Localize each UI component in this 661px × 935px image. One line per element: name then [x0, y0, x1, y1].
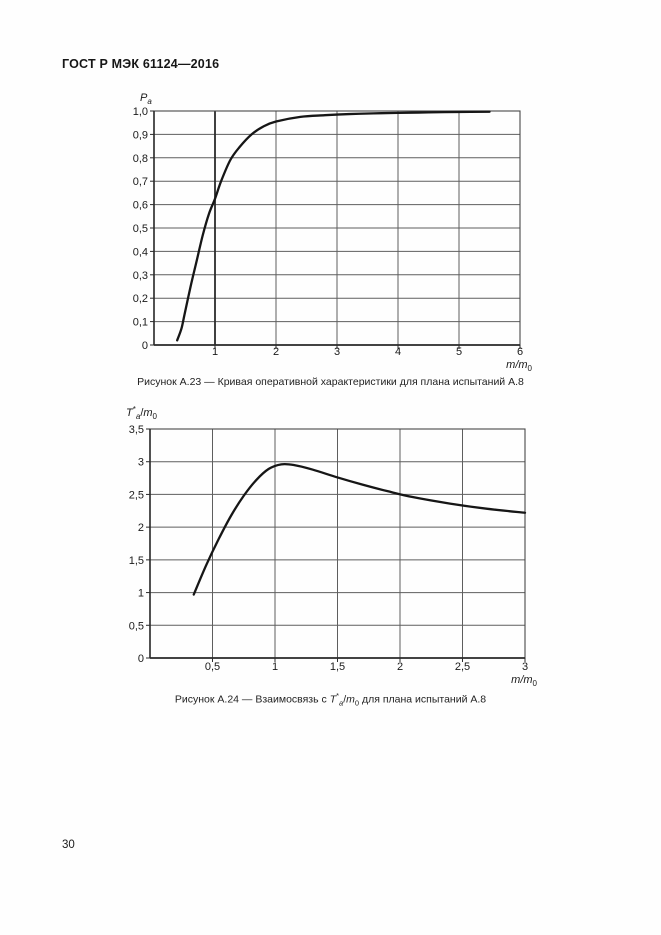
y-tick-label: 0,3 [133, 270, 148, 282]
x-tick-label: 5 [456, 346, 462, 358]
y-tick-label: 3,5 [129, 424, 144, 436]
figure-a24-caption: Рисунок А.24 — Взаимосвязь с T*a/m0 для … [0, 691, 661, 708]
y-tick-label: 0 [142, 340, 148, 352]
x-axis-title: m/m0 [506, 359, 532, 373]
x-tick-label: 6 [517, 346, 523, 358]
x-tick-label: 4 [395, 346, 401, 358]
x-tick-label: 2 [273, 346, 279, 358]
y-tick-label: 0,6 [133, 200, 148, 212]
caption-text-token: m [346, 693, 355, 706]
y-axis-title: Pa [140, 92, 152, 106]
test-time-chart-a24: 0,5 1 1,5 2 2,5 3 0 0,5 1 1,5 2 2,5 3 3,5 T*a/m0 m/m0 [126, 405, 538, 688]
data-curve-operating-characteristic-curve [176, 110, 491, 342]
caption-text-token: a [339, 698, 344, 708]
x-tick-label: 1,5 [330, 661, 345, 673]
caption-text-token: / [343, 693, 347, 706]
x-tick-label: 1 [212, 346, 218, 358]
x-tick-label: 2 [397, 661, 403, 673]
x-tick-label: 3 [522, 661, 528, 673]
y-tick-label: 2 [138, 522, 144, 534]
x-tick-label: 2,5 [455, 661, 470, 673]
y-tick-label: 0,4 [133, 246, 148, 258]
y-tick-label: 1 [138, 588, 144, 600]
caption-text-token: Рисунок А.24 — Взаимосвязь с [174, 693, 330, 706]
data-curve-expected-test-time-curve [192, 462, 527, 596]
y-tick-label: 0,5 [133, 223, 148, 235]
x-axis-title: m/m0 [511, 674, 537, 688]
caption-text-token: * [336, 691, 340, 700]
y-tick-label: 0,5 [129, 620, 144, 632]
y-tick-label: 0,8 [133, 153, 148, 165]
x-tick-label: 0,5 [205, 661, 220, 673]
x-tick-label: 1 [272, 661, 278, 673]
x-tick-label: 3 [334, 346, 340, 358]
y-tick-label: 3 [138, 457, 144, 469]
y-tick-label: 0,1 [133, 317, 148, 329]
y-tick-label: 2,5 [129, 489, 144, 501]
y-tick-label: 0,2 [133, 293, 148, 305]
y-axis-title: T*a/m0 [126, 405, 158, 421]
y-tick-label: 0,7 [133, 176, 148, 188]
y-tick-label: 1,0 [133, 106, 148, 118]
y-tick-label: 0,9 [133, 129, 148, 141]
caption-text-token: 0 [354, 698, 360, 708]
caption-text-token: T [329, 693, 337, 706]
y-tick-label: 0 [138, 653, 144, 665]
oc-curve-chart-a23: 1 2 3 4 5 6 0 0,1 0,2 0,3 0,4 0,5 0,6 0,7 0,8 0,9 1,0Pa m… [133, 92, 533, 373]
document-header-title: ГОСТ Р МЭК 61124—2016 [62, 57, 220, 71]
page-number: 30 [62, 839, 75, 851]
figure-a23-caption: Рисунок А.23 — Кривая оперативной характ… [137, 376, 524, 388]
y-tick-label: 1,5 [129, 555, 144, 567]
caption-text-token: для плана испытаний А.8 [359, 693, 487, 706]
